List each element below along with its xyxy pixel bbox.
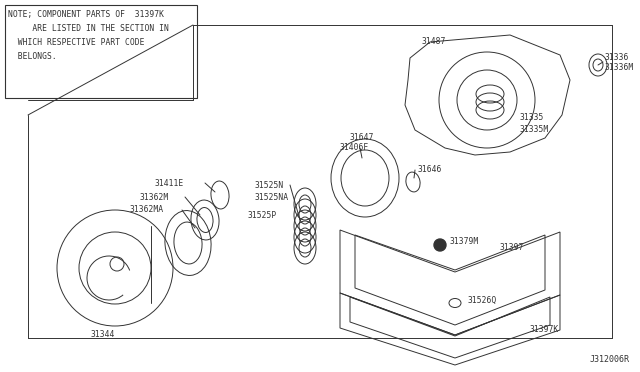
Text: 31362M: 31362M [140,192,169,202]
Text: 31526Q: 31526Q [468,295,497,305]
Text: 31362MA: 31362MA [130,205,164,215]
Text: 31487: 31487 [422,38,446,46]
Text: NOTE; COMPONENT PARTS OF  31397K
     ARE LISTED IN THE SECTION IN
  WHICH RESPE: NOTE; COMPONENT PARTS OF 31397K ARE LIST… [8,10,169,61]
Text: 31411E: 31411E [155,179,184,187]
Text: 31379M: 31379M [450,237,479,246]
Text: 31336: 31336 [605,52,629,61]
Text: 31525N: 31525N [255,180,284,189]
Text: 31335: 31335 [520,113,545,122]
Text: 31335M: 31335M [520,125,549,135]
Text: 31336M: 31336M [605,64,634,73]
Text: 31525P: 31525P [248,211,277,219]
Text: 31397K: 31397K [530,326,559,334]
Text: 31397: 31397 [500,243,524,251]
Text: 31406F: 31406F [340,144,369,153]
Circle shape [434,239,446,251]
Text: 31344: 31344 [91,330,115,339]
FancyBboxPatch shape [5,5,197,98]
Text: J312006R: J312006R [590,356,630,365]
Text: 31647: 31647 [350,134,374,142]
Text: 31525NA: 31525NA [255,192,289,202]
Text: 31646: 31646 [418,166,442,174]
